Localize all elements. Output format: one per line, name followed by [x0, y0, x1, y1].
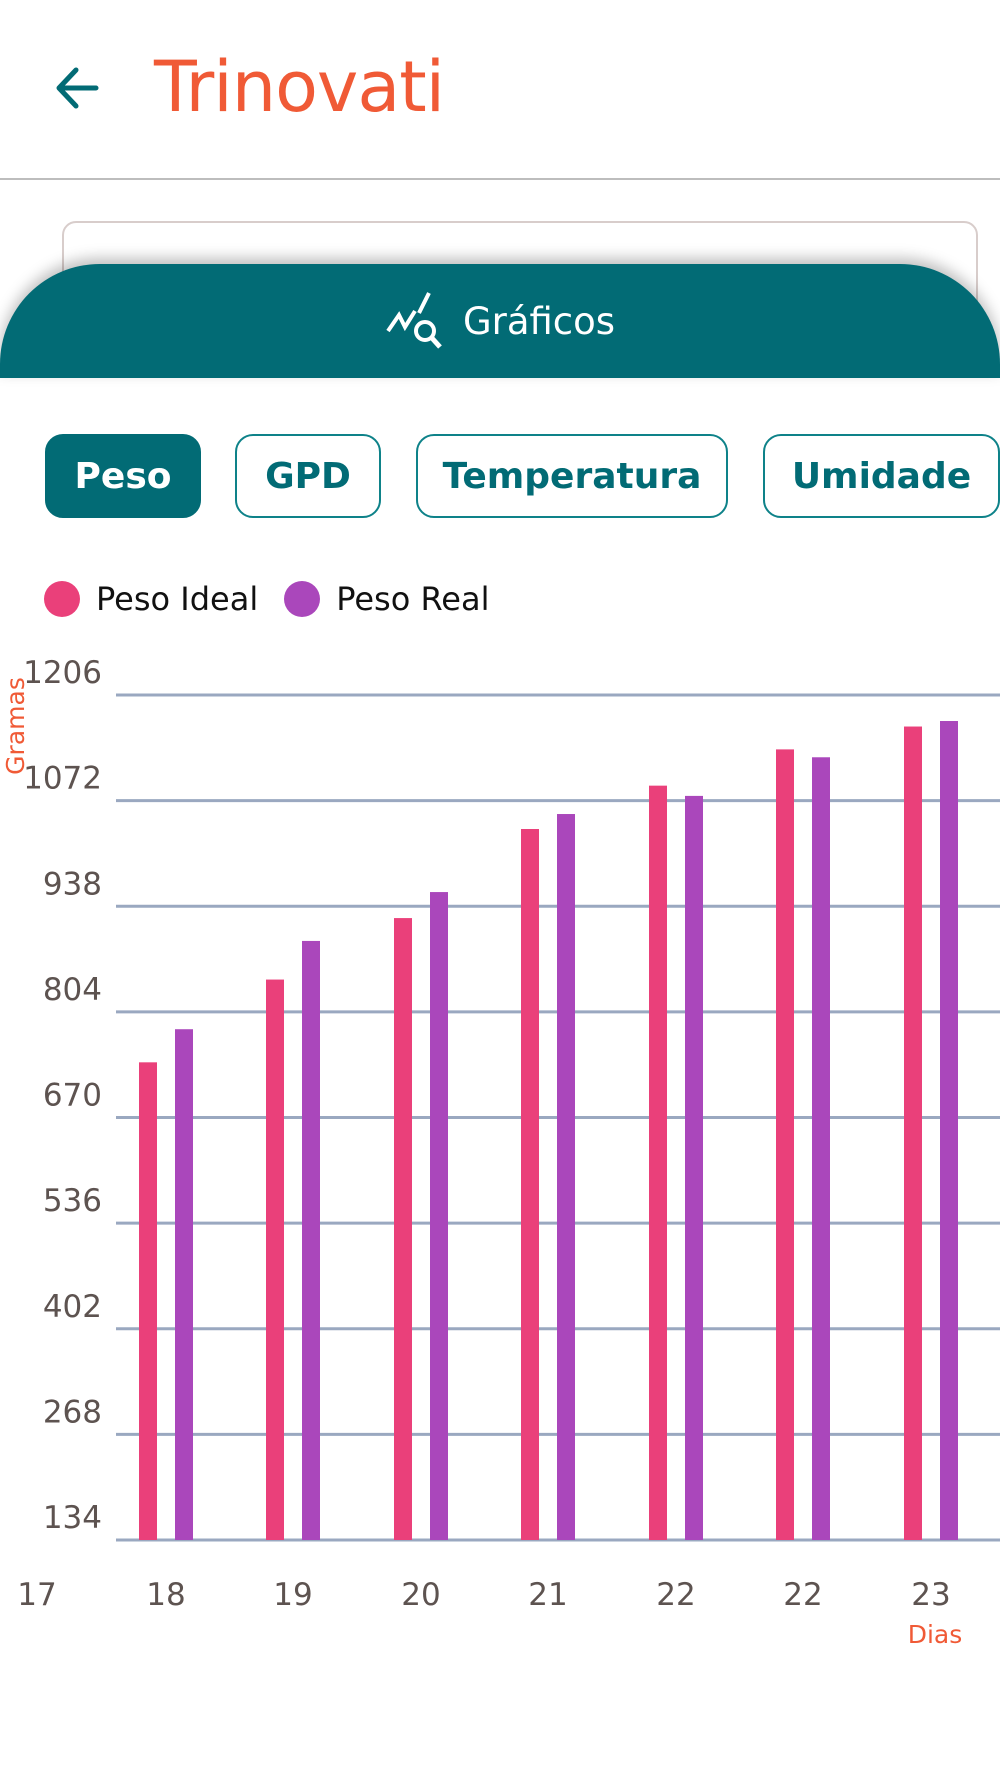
- bar-peso-real: [812, 757, 830, 1540]
- x-axis-title: Dias: [908, 1620, 963, 1649]
- tab-umidade[interactable]: Umidade: [763, 434, 1000, 518]
- y-tick-label: 670: [43, 1078, 102, 1114]
- bar-peso-ideal: [266, 979, 284, 1540]
- legend-dot-real: [284, 581, 321, 617]
- tab-peso[interactable]: Peso: [45, 434, 201, 518]
- y-tick-label: 938: [43, 866, 102, 902]
- x-tick-label: 21: [528, 1577, 567, 1613]
- bar-peso-ideal: [904, 726, 922, 1540]
- legend-label-ideal: Peso Ideal: [96, 580, 259, 618]
- bar-peso-real: [302, 940, 320, 1540]
- tab-temperatura[interactable]: Temperatura: [416, 434, 728, 518]
- y-tick-label: 268: [43, 1394, 102, 1430]
- page-title: Trinovati: [154, 46, 445, 128]
- graphs-banner: Gráficos: [0, 264, 1000, 378]
- x-tick-label: 18: [146, 1577, 185, 1613]
- bar-peso-ideal: [521, 829, 539, 1540]
- arrow-left-icon: [56, 67, 99, 109]
- x-tick-label: 17: [17, 1577, 56, 1613]
- back-button[interactable]: [52, 62, 104, 114]
- bar-peso-ideal: [139, 1062, 157, 1540]
- y-tick-label: 402: [43, 1289, 102, 1325]
- legend-item-ideal[interactable]: Peso Ideal: [44, 580, 258, 618]
- x-tick-label: 20: [401, 1577, 440, 1613]
- bar-peso-real: [940, 721, 958, 1540]
- bar-peso-real: [685, 795, 703, 1540]
- bar-peso-real: [557, 814, 575, 1540]
- bar-peso-real: [430, 892, 448, 1540]
- y-tick-label: 804: [43, 972, 102, 1008]
- y-tick-label: 1072: [23, 761, 102, 797]
- y-tick-label: 536: [43, 1183, 102, 1219]
- y-axis-title: Gramas: [1, 677, 30, 775]
- x-tick-label: 22: [656, 1577, 695, 1613]
- legend-item-real[interactable]: Peso Real: [284, 580, 489, 618]
- bar-peso-ideal: [649, 785, 667, 1540]
- bar-peso-ideal: [394, 918, 412, 1540]
- legend-dot-ideal: [44, 581, 80, 617]
- tab-gpd[interactable]: GPD: [235, 434, 381, 518]
- bar-peso-real: [175, 1029, 193, 1540]
- x-tick-label: 19: [273, 1577, 312, 1613]
- chart-legend: Peso Ideal Peso Real: [44, 580, 515, 618]
- y-tick-label: 134: [43, 1500, 102, 1536]
- chart-search-icon: [386, 292, 442, 349]
- legend-label-real: Peso Real: [336, 580, 490, 618]
- bar-peso-ideal: [776, 749, 794, 1540]
- app-header: Trinovati: [0, 0, 1000, 180]
- banner-label: Gráficos: [462, 299, 616, 343]
- y-tick-label: 1206: [23, 655, 102, 691]
- x-tick-label: 22: [783, 1577, 822, 1613]
- x-tick-label: 23: [911, 1577, 950, 1613]
